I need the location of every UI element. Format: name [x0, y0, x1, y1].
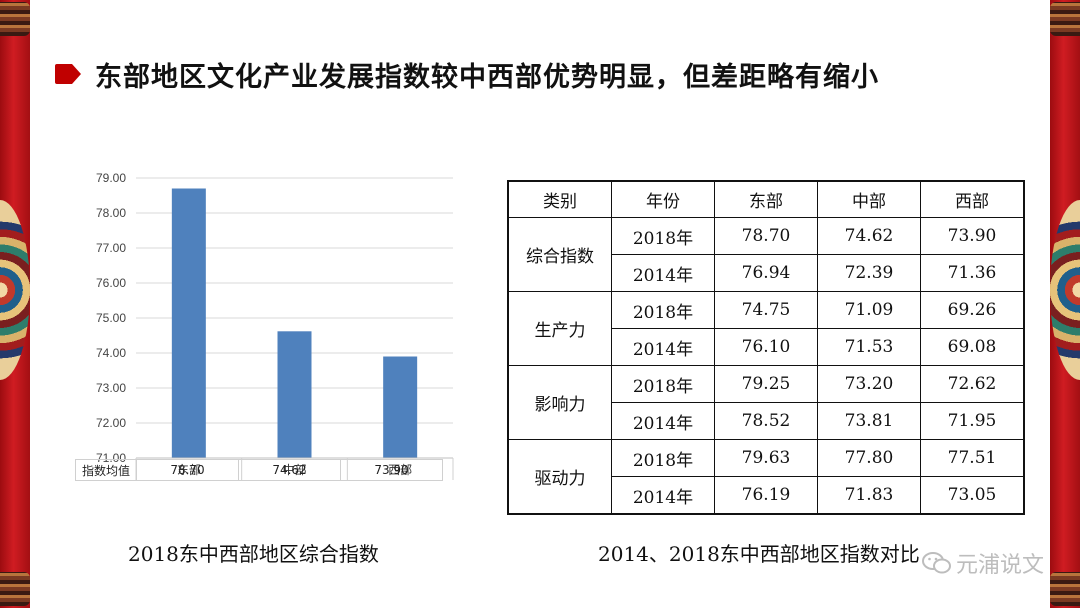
year-cell: 2018年: [611, 217, 715, 255]
mandala-ornament-right: [1050, 200, 1080, 380]
header-east: 东部: [714, 180, 818, 218]
value-cell-central: 72.39: [817, 254, 921, 292]
scroll-cap-bottom-right: [1050, 572, 1080, 606]
year-cell: 2014年: [611, 328, 715, 366]
bar-east: [171, 188, 206, 458]
y-tick-label: 76.00: [96, 276, 126, 290]
header-category: 类别: [507, 180, 612, 218]
year-cell: 2018年: [611, 439, 715, 477]
watermark-text: 元浦说文: [955, 553, 1044, 578]
y-tick-label: 79.00: [96, 171, 126, 185]
comparison-table-row: 影响力 2018年 79.25 73.20 72.62: [507, 365, 1025, 440]
value-cell-east: 74.75: [714, 291, 818, 329]
value-cell-east: 76.94: [714, 254, 818, 292]
value-cell-central: 71.09: [817, 291, 921, 329]
value-cell-west: 77.51: [920, 439, 1025, 477]
chart-caption: 2018东中西部地区综合指数: [128, 542, 379, 566]
wechat-icon: [921, 552, 951, 574]
mandala-ornament-left: [0, 200, 30, 380]
bar-central: [277, 331, 312, 458]
comparison-table-row: 2014年 76.19 71.83 73.05: [508, 476, 1025, 515]
slide-title: 东部地区文化产业发展指数较中西部优势明显，但差距略有缩小: [95, 61, 879, 93]
comparison-table-row: 2014年 76.10 71.53 69.08: [508, 328, 1025, 366]
index-bar-chart: 79.00 78.00 77.00 76.00 75.00 74.00 73.00 72.00…: [70, 160, 470, 510]
value-cell-east: 78.52: [714, 402, 818, 440]
value-cell-central: 74.62: [817, 217, 921, 255]
value-cell-east: 76.19: [714, 476, 818, 515]
comparison-table-header-row: 类别 年份 东部 中部 西部: [507, 180, 1025, 218]
year-cell: 2014年: [611, 476, 715, 515]
right-scroll-border: [1050, 0, 1080, 608]
y-tick-label: 74.00: [96, 346, 126, 360]
year-cell: 2018年: [611, 291, 715, 329]
bar-west: [383, 356, 418, 458]
value-cell-central: 71.83: [817, 476, 921, 515]
watermark: 元浦说文: [921, 547, 1044, 579]
data-table-row-label: 指数均值: [75, 459, 137, 481]
category-cell: 驱动力: [507, 439, 612, 515]
left-scroll-border: [0, 0, 30, 608]
value-cell-west: 73.90: [920, 217, 1025, 255]
chart-data-table-row: 指数均值 78.70 74.62 73.90: [75, 459, 443, 481]
comparison-table-row: 生产力 2018年 74.75 71.09 69.26: [507, 291, 1025, 366]
value-cell-east: 76.10: [714, 328, 818, 366]
scroll-cap-top-left: [0, 2, 30, 36]
y-tick-label: 75.00: [96, 311, 126, 325]
value-cell-east: 78.70: [714, 217, 818, 255]
value-cell-west: 69.26: [920, 291, 1025, 329]
y-tick-label: 73.00: [96, 381, 126, 395]
value-cell-west: 72.62: [920, 365, 1025, 403]
category-cell: 综合指数: [507, 217, 612, 292]
comparison-table-row: 驱动力 2018年 79.63 77.80 77.51: [507, 439, 1025, 515]
y-tick-label: 72.00: [96, 416, 126, 430]
comparison-table-row: 2014年 76.94 72.39 71.36: [508, 254, 1025, 292]
scroll-cap-bottom-left: [0, 572, 30, 606]
y-tick-label: 78.00: [96, 206, 126, 220]
bar-chart-svg: 79.00 78.00 77.00 76.00 75.00 74.00 73.00 72.00…: [96, 171, 454, 480]
header-central: 中部: [817, 180, 921, 218]
category-cell: 影响力: [507, 365, 612, 440]
value-cell-west: 73.05: [920, 476, 1025, 515]
slide-header: 东部地区文化产业发展指数较中西部优势明显，但差距略有缩小: [55, 56, 879, 93]
value-cell-west: 71.36: [920, 254, 1025, 292]
data-table-value-west: 73.90: [340, 459, 443, 481]
scroll-cap-top-right: [1050, 2, 1080, 36]
table-caption: 2014、2018东中西部地区指数对比: [598, 542, 920, 566]
header-west: 西部: [920, 180, 1025, 218]
data-table-value-east: 78.70: [136, 459, 239, 481]
data-table-value-central: 74.62: [238, 459, 341, 481]
title-marker-icon: [55, 64, 81, 84]
category-cell: 生产力: [507, 291, 612, 366]
value-cell-west: 69.08: [920, 328, 1025, 366]
value-cell-central: 73.20: [817, 365, 921, 403]
value-cell-central: 73.81: [817, 402, 921, 440]
header-year: 年份: [611, 180, 715, 218]
year-cell: 2014年: [611, 402, 715, 440]
value-cell-west: 71.95: [920, 402, 1025, 440]
chart-data-table: 指数均值 78.70 74.62 73.90: [75, 459, 443, 481]
value-cell-central: 71.53: [817, 328, 921, 366]
year-cell: 2014年: [611, 254, 715, 292]
year-cell: 2018年: [611, 365, 715, 403]
value-cell-east: 79.25: [714, 365, 818, 403]
value-cell-east: 79.63: [714, 439, 818, 477]
comparison-table-row: 综合指数 2018年 78.70 74.62 73.90: [507, 217, 1025, 292]
value-cell-central: 77.80: [817, 439, 921, 477]
comparison-table: 类别 年份 东部 中部 西部 综合指数 2018年 78.70 74.62 73.90 2…: [507, 180, 1025, 515]
y-tick-label: 77.00: [96, 241, 126, 255]
